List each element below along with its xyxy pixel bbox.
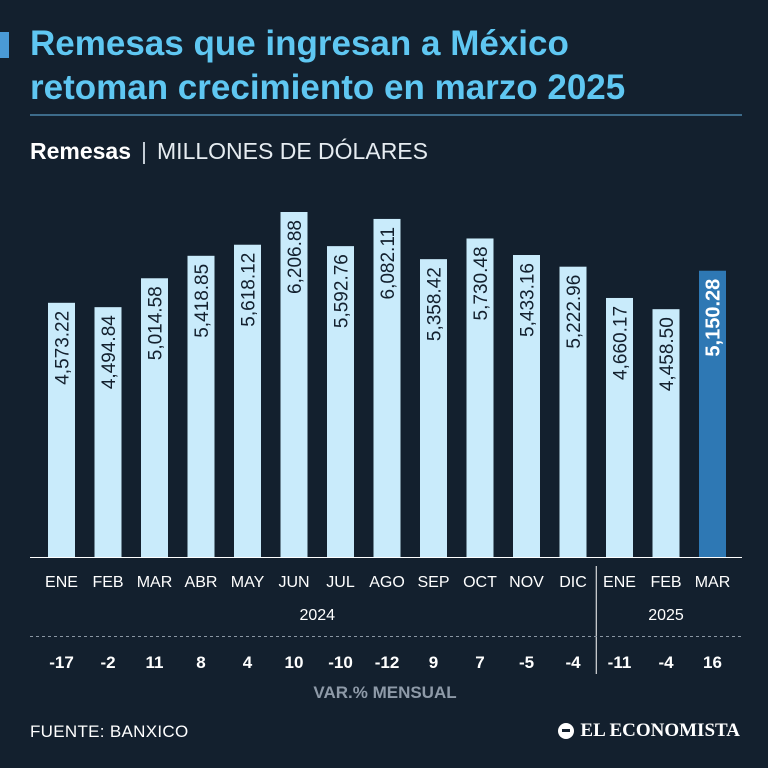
x-tick-label: OCT (463, 574, 497, 591)
monthly-variation-value: -12 (375, 653, 400, 672)
monthly-variation-value: -5 (519, 653, 534, 672)
bar (280, 212, 308, 557)
x-tick-label: FEB (92, 574, 123, 591)
bar-value-label: 4,494.84 (99, 315, 120, 389)
x-tick-label: ENE (603, 574, 636, 591)
bar-value-label: 6,206.88 (285, 220, 306, 294)
title-line-2: retoman crecimiento en marzo 2025 (30, 68, 626, 107)
monthly-variation-value: 11 (146, 653, 164, 672)
bar-value-label: 5,222.96 (564, 275, 585, 349)
monthly-variation-value: 9 (429, 653, 438, 672)
bar (327, 246, 354, 557)
bar (48, 302, 75, 557)
monthly-variation-value: 8 (196, 653, 205, 672)
x-tick-label: FEB (650, 574, 681, 591)
bar (420, 259, 447, 557)
x-tick-label: NOV (509, 574, 544, 591)
bar-value-label: 5,150.28 (703, 279, 725, 357)
x-tick-label: JUL (326, 574, 355, 591)
subtitle-separator: | (141, 138, 148, 164)
publisher-logo: EL ECONOMISTA (558, 720, 740, 742)
bar (187, 255, 215, 557)
bar (466, 238, 494, 557)
title-line-1: Remesas que ingresan a México (30, 24, 569, 63)
monthly-variation-value: 10 (285, 653, 304, 672)
monthly-variation-value: -4 (658, 653, 674, 672)
bar-value-label: 5,358.42 (425, 267, 446, 341)
x-tick-label: DIC (559, 574, 587, 591)
monthly-variation-value: -11 (608, 653, 632, 672)
logo-text: EL ECONOMISTA (580, 720, 740, 741)
bar (699, 270, 726, 557)
source-note: FUENTE: BANXICO (30, 722, 189, 741)
bar (652, 309, 680, 557)
x-tick-label: MAR (137, 574, 173, 591)
bar-value-label: 5,730.48 (471, 246, 492, 320)
x-tick-label: JUN (278, 574, 309, 591)
year-label: 2024 (299, 607, 335, 624)
bar-value-label: 5,618.12 (239, 253, 260, 327)
subtitle-unit: MILLONES DE DÓLARES (157, 138, 428, 164)
subtitle-series: Remesas (30, 138, 132, 164)
bar-value-label: 5,433.16 (518, 263, 539, 337)
title-accent-mark (0, 32, 9, 58)
bar (234, 244, 261, 557)
monthly-variation-value: 4 (243, 653, 253, 672)
x-tick-label: SEP (417, 574, 449, 591)
x-tick-label: MAY (231, 574, 265, 591)
bar (513, 255, 540, 558)
bar-value-label: 6,082.11 (378, 227, 399, 300)
bar-value-label: 5,418.85 (192, 264, 213, 338)
chart-subtitle: Remesas | MILLONES DE DÓLARES (30, 138, 428, 165)
chart-title: Remesas que ingresan a México retoman cr… (30, 22, 750, 110)
bar (94, 307, 122, 557)
bar-value-label: 4,660.17 (611, 306, 632, 380)
monthly-variation-value: 16 (703, 653, 722, 672)
bar (606, 297, 633, 557)
x-tick-label: AGO (369, 574, 405, 591)
monthly-variation-value: -10 (328, 653, 353, 672)
title-divider (30, 114, 742, 116)
monthly-variation-value: -4 (565, 653, 581, 672)
bar-value-label: 4,573.22 (53, 311, 74, 385)
year-label: 2025 (648, 607, 684, 624)
bar-value-label: 5,014.58 (146, 286, 167, 360)
variation-axis-label: VAR.% MENSUAL (313, 683, 456, 702)
x-tick-label: ABR (185, 574, 218, 591)
bar (559, 266, 587, 557)
bar-value-label: 5,592.76 (332, 254, 353, 328)
x-tick-label: ENE (45, 574, 78, 591)
bar (373, 218, 401, 557)
monthly-variation-value: -2 (100, 653, 115, 672)
monthly-variation-value: -17 (49, 653, 74, 672)
bar-value-label: 4,458.50 (657, 317, 678, 391)
bar (141, 278, 168, 557)
logo-icon (558, 723, 575, 739)
monthly-variation-value: 7 (475, 653, 484, 672)
x-tick-label: MAR (695, 574, 731, 591)
